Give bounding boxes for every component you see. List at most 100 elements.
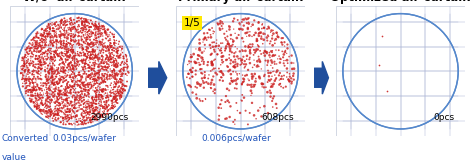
Point [69,81,77,83]
Point [276,61,284,64]
Point [98,43,106,45]
Point [194,54,202,57]
Point [58,54,66,57]
Point [67,100,75,103]
Point [36,109,43,112]
Point [32,86,39,88]
Point [88,33,95,35]
Point [224,40,231,43]
Point [91,24,99,27]
Point [119,92,127,94]
Point [79,46,86,49]
Point [29,60,36,62]
Point [62,111,70,114]
Point [38,65,46,67]
Point [91,54,99,57]
Point [43,80,51,82]
Point [79,111,87,113]
Point [72,65,80,68]
Point [21,56,28,58]
Point [43,94,51,97]
Point [53,75,60,78]
Point [82,106,90,109]
Point [188,86,195,88]
Point [79,31,86,34]
Point [103,54,111,57]
Point [47,108,55,111]
Point [222,47,229,50]
Point [29,94,37,96]
Point [67,50,74,53]
Point [96,25,103,28]
Point [69,91,77,94]
Point [268,85,275,87]
Point [71,98,79,101]
Point [117,62,125,64]
Point [64,108,72,111]
Point [47,37,55,40]
Point [71,72,78,75]
Point [47,110,55,113]
Point [107,84,114,87]
Point [78,112,86,114]
Point [86,111,94,114]
Point [29,65,37,67]
Point [210,41,218,44]
Point [85,88,92,91]
Point [256,106,264,109]
Point [124,70,132,73]
Point [117,92,124,95]
Point [26,62,34,65]
Point [36,34,44,36]
Point [57,69,64,71]
Point [261,74,268,76]
Point [46,110,53,112]
Point [86,81,94,84]
Point [57,93,65,95]
Point [80,109,87,111]
Point [106,35,114,38]
Point [74,61,82,64]
Point [93,41,100,44]
Point [63,83,71,85]
Point [81,25,88,28]
Point [250,84,258,86]
Point [78,100,85,103]
Point [30,83,37,86]
Point [41,106,48,109]
Point [104,45,111,48]
Point [29,68,37,71]
Point [64,50,71,53]
Point [85,96,93,98]
Point [49,45,57,47]
Point [46,71,54,74]
Point [88,50,96,53]
Point [231,58,239,61]
Point [44,97,52,100]
Point [198,51,206,54]
Point [51,95,58,98]
Point [102,61,109,64]
Point [90,78,97,81]
Point [46,68,54,71]
Point [70,43,77,46]
Point [245,46,252,48]
Point [73,118,80,121]
Point [116,70,124,73]
Point [101,29,109,32]
Point [44,106,52,109]
Point [267,78,275,81]
Point [36,77,44,80]
Point [45,87,52,90]
Point [27,83,34,85]
Point [30,75,38,78]
Point [51,113,59,116]
Point [89,23,96,25]
Point [64,71,72,74]
Point [76,98,83,100]
Point [83,117,91,120]
Point [83,91,91,93]
Point [75,31,82,34]
Point [83,31,91,34]
Point [50,30,58,32]
